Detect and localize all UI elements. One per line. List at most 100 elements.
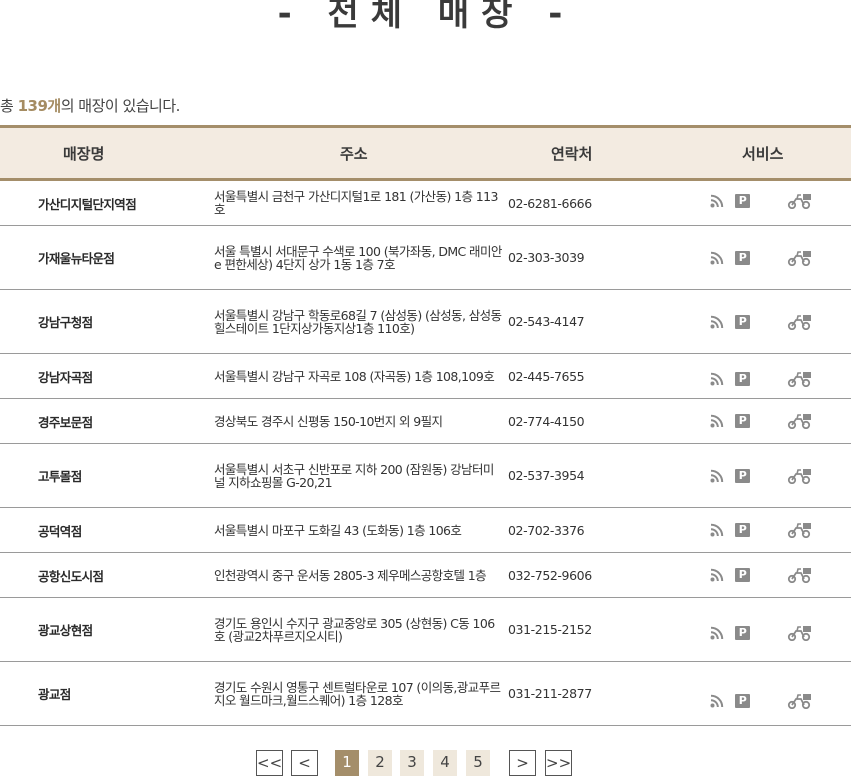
store-services: P — [704, 289, 851, 354]
first-page-button[interactable]: << — [256, 750, 283, 776]
store-name[interactable]: 강남자곡점 — [0, 353, 200, 399]
store-phone: 02-702-3376 — [508, 507, 704, 553]
table-row[interactable]: 강남자곡점 서울특별시 강남구 자곡로 108 (자곡동) 1층 108,109호… — [0, 353, 851, 399]
table-row[interactable]: 공항신도시점 인천광역시 중구 운서동 2805-3 제우메스공항호텔 1층 032… — [0, 552, 851, 598]
rss-icon — [710, 372, 724, 386]
rss-icon — [710, 251, 724, 265]
parking-icon: P — [735, 194, 750, 208]
prev-page-button[interactable]: < — [291, 750, 318, 776]
last-page-button[interactable]: >> — [545, 750, 572, 776]
rss-icon — [710, 523, 724, 537]
table-row[interactable]: 경주보문점 경상북도 경주시 신평동 150-10번지 외 9필지 02-774-4… — [0, 398, 851, 444]
store-phone: 031-215-2152 — [508, 597, 704, 662]
delivery-icon — [786, 250, 814, 266]
store-name[interactable]: 고투몰점 — [0, 443, 200, 508]
store-phone: 02-543-4147 — [508, 289, 704, 354]
parking-icon: P — [735, 693, 750, 708]
store-services: P — [704, 179, 851, 226]
store-services: P — [704, 507, 851, 553]
delivery-icon — [786, 314, 814, 330]
store-services: P — [704, 353, 851, 399]
store-phone: 02-303-3039 — [508, 225, 704, 290]
store-address: 서울특별시 금천구 가산디지털1로 181 (가산동) 1층 113호 — [200, 179, 508, 226]
store-address: 경기도 수원시 영통구 센트럴타운로 107 (이의동,광교푸르지오 월드마크,… — [200, 661, 508, 726]
count-suffix: 의 매장이 있습니다. — [60, 97, 181, 115]
table-row[interactable]: 공덕역점 서울특별시 마포구 도화길 43 (도화동) 1층 106호 02-702… — [0, 507, 851, 553]
store-table: 매장명 주소 연락처 서비스 가산디지털단지역점 서울특별시 금천구 가산디지털1… — [0, 125, 851, 726]
page-title: - 전체 매장 - — [277, 0, 575, 34]
table-row[interactable]: 가재울뉴타운점 서울 특별시 서대문구 수색로 100 (북가좌동, DMC 래미… — [0, 225, 851, 290]
header-contact: 연락처 — [508, 125, 704, 181]
parking-icon: P — [735, 568, 750, 582]
parking-icon: P — [735, 250, 750, 265]
store-address: 인천광역시 중구 운서동 2805-3 제우메스공항호텔 1층 — [200, 552, 508, 598]
store-services: P — [704, 225, 851, 290]
store-phone: 032-752-9606 — [508, 552, 704, 598]
table-row[interactable]: 광교상현점 경기도 용인시 수지구 광교중앙로 305 (상현동) C동 106호… — [0, 597, 851, 662]
count-number: 139개 — [17, 97, 62, 115]
rss-icon — [710, 626, 724, 640]
delivery-icon — [786, 468, 814, 484]
page-button-4[interactable]: 4 — [433, 750, 457, 776]
rss-icon — [710, 568, 724, 582]
pagination: << < 1 2 3 4 5 > >> — [0, 750, 852, 776]
next-page-button[interactable]: > — [509, 750, 536, 776]
store-address: 경상북도 경주시 신평동 150-10번지 외 9필지 — [200, 398, 508, 444]
store-name[interactable]: 공덕역점 — [0, 507, 200, 553]
page-button-2[interactable]: 2 — [368, 750, 392, 776]
header-address: 주소 — [200, 125, 508, 181]
store-name[interactable]: 공항신도시점 — [0, 552, 200, 598]
store-phone: 02-537-3954 — [508, 443, 704, 508]
store-address: 서울특별시 강남구 학동로68길 7 (삼성동) (삼성동, 삼성동 힐스테이트… — [200, 289, 508, 354]
table-row[interactable]: 가산디지털단지역점 서울특별시 금천구 가산디지털1로 181 (가산동) 1층 … — [0, 179, 851, 226]
delivery-icon — [786, 567, 814, 584]
delivery-icon — [786, 193, 814, 210]
table-row[interactable]: 광교점 경기도 수원시 영통구 센트럴타운로 107 (이의동,광교푸르지오 월드… — [0, 661, 851, 726]
store-address: 서울특별시 마포구 도화길 43 (도화동) 1층 106호 — [200, 507, 508, 553]
store-count: 총 139개의 매장이 있습니다. — [0, 95, 180, 116]
store-services: P — [704, 597, 851, 662]
store-address: 경기도 용인시 수지구 광교중앙로 305 (상현동) C동 106호 (광교2… — [200, 597, 508, 662]
parking-icon: P — [735, 625, 750, 640]
rss-icon — [710, 694, 724, 708]
store-services: P — [704, 552, 851, 598]
store-name[interactable]: 경주보문점 — [0, 398, 200, 444]
store-phone: 02-774-4150 — [508, 398, 704, 444]
page-button-5[interactable]: 5 — [466, 750, 490, 776]
parking-icon: P — [735, 523, 750, 537]
table-header-row: 매장명 주소 연락처 서비스 — [0, 125, 851, 181]
store-name[interactable]: 강남구청점 — [0, 289, 200, 354]
rss-icon — [710, 315, 724, 329]
table-row[interactable]: 강남구청점 서울특별시 강남구 학동로68길 7 (삼성동) (삼성동, 삼성동 … — [0, 289, 851, 354]
store-phone: 02-6281-6666 — [508, 179, 704, 226]
rss-icon — [710, 194, 724, 208]
delivery-icon — [786, 371, 814, 388]
parking-icon: P — [735, 314, 750, 329]
table-row[interactable]: 고투몰점 서울특별시 서초구 신반포로 지하 200 (잠원동) 강남터미널 지하… — [0, 443, 851, 508]
rss-icon — [710, 469, 724, 483]
store-services: P — [704, 661, 851, 726]
parking-icon: P — [735, 414, 750, 428]
store-address: 서울 특별시 서대문구 수색로 100 (북가좌동, DMC 래미안e 편한세상… — [200, 225, 508, 290]
delivery-icon — [786, 625, 814, 641]
store-name[interactable]: 광교상현점 — [0, 597, 200, 662]
delivery-icon — [786, 693, 814, 709]
count-prefix: 총 — [0, 97, 18, 115]
parking-icon: P — [735, 468, 750, 483]
delivery-icon — [786, 413, 814, 430]
store-address: 서울특별시 강남구 자곡로 108 (자곡동) 1층 108,109호 — [200, 353, 508, 399]
rss-icon — [710, 414, 724, 428]
header-store-name: 매장명 — [0, 125, 200, 181]
store-phone: 02-445-7655 — [508, 353, 704, 399]
store-name[interactable]: 가산디지털단지역점 — [0, 179, 200, 226]
store-name[interactable]: 가재울뉴타운점 — [0, 225, 200, 290]
page-button-1[interactable]: 1 — [335, 750, 359, 776]
store-name[interactable]: 광교점 — [0, 661, 200, 726]
store-phone: 031-211-2877 — [508, 661, 704, 726]
page-button-3[interactable]: 3 — [400, 750, 424, 776]
delivery-icon — [786, 522, 814, 539]
store-address: 서울특별시 서초구 신반포로 지하 200 (잠원동) 강남터미널 지하쇼핑몰 … — [200, 443, 508, 508]
parking-icon: P — [735, 372, 750, 386]
store-services: P — [704, 398, 851, 444]
store-services: P — [704, 443, 851, 508]
